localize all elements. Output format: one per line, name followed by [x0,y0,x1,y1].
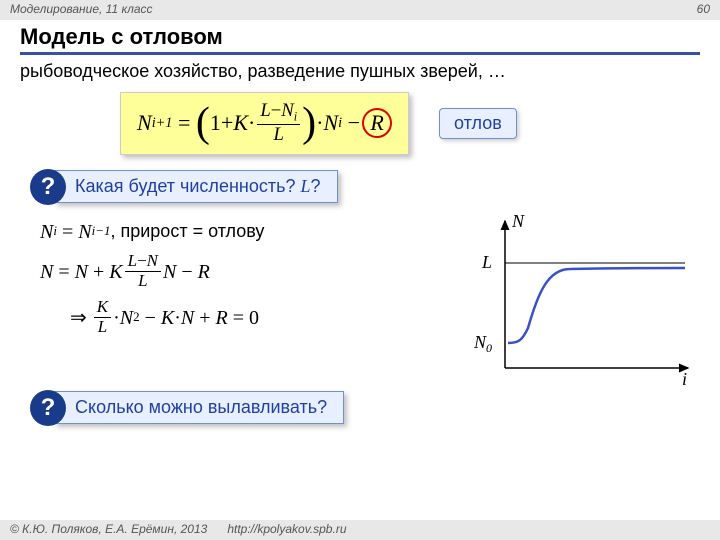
f-lhs-sub: i+1 [152,115,173,132]
eq3-pl: + [199,302,210,334]
f-num-l: L [260,100,270,121]
f-lhs-n: N [137,110,152,136]
eq3-m1: − [145,302,156,334]
eq1-as: i [53,221,57,242]
question-icon: ? [30,169,66,205]
f-den: L [271,125,287,146]
q1-var: L [300,176,310,196]
mid-section: Ni = Ni−1 , прирост = отлову N = N + K L… [0,213,720,388]
page-title: Модель с отловом [20,24,700,50]
f-k: K [233,110,248,136]
f-dot: · [248,110,255,136]
f-eq: = [178,110,190,136]
eq2-d: L [135,272,150,291]
f-num-n: N [281,100,293,121]
eq3-dt2: · [174,302,181,334]
question-1: ? Какая будет численность? L? [30,169,720,205]
eq2-n1: N [40,256,53,288]
n0-label: N0 [473,332,492,355]
r-circle: R [362,108,392,138]
l-label: L [481,252,492,272]
eq2-frac: L−N L [125,252,161,290]
eq3-z: 0 [249,302,259,334]
q1-tail: ? [311,176,321,196]
y-axis-label: N [511,213,525,231]
f-rparen: ) [302,107,316,141]
eq2-na: L [128,251,137,270]
x-axis-label: i [682,369,687,388]
eq3-N2: N [181,302,194,334]
eq1-eq: = [62,216,73,248]
f-r: R [370,110,383,136]
eq1-b: N [78,216,91,248]
footer: © К.Ю. Поляков, Е.А. Ерёмин, 2013 http:/… [0,520,720,540]
f-frac: L−Ni L [257,101,300,146]
eq2-r: R [198,256,210,288]
main-formula: Ni+1 = ( 1 + K · L−Ni L ) · Ni − R [120,92,409,155]
question-icon: ? [30,390,66,426]
top-bar: Моделирование, 11 класс 60 [0,0,720,20]
eq3-eq: = [233,302,244,334]
formula-row: Ni+1 = ( 1 + K · L−Ni L ) · Ni − R отлов [0,88,720,159]
eq2-p: + [93,256,104,288]
eq2-nb: N [147,251,158,270]
f-lparen: ( [196,107,210,141]
eq2-eq: = [58,256,69,288]
title-bar: Модель с отловом [0,20,720,55]
eq1-bs: i−1 [92,221,111,242]
equations: Ni = Ni−1 , прирост = отлову N = N + K L… [40,213,440,388]
course-label: Моделирование, 11 класс [10,2,153,18]
eq3-n: K [94,298,111,318]
f-rhs-sub: i [338,115,342,132]
eq2: N = N + K L−N L N − R [40,251,440,293]
eq3-d: L [95,318,110,337]
eq2-k: K [109,256,122,288]
eq3-k2: K [161,302,174,334]
f-num-sub: i [294,110,297,124]
eq2-m: − [181,256,192,288]
eq1: Ni = Ni−1 , прирост = отлову [40,217,440,247]
eq3-dt: · [113,302,120,334]
eq1-a: N [40,216,53,248]
eq3: ⇒ K L · N2 − K·N + R = 0 [40,297,440,339]
copyright: © К.Ю. Поляков, Е.А. Ерёмин, 2013 [10,522,207,538]
eq2-nm: − [137,251,147,270]
f-one: 1 [210,110,221,136]
slide-number: 60 [697,2,710,18]
question-2-box: Сколько можно вылавливать? [54,391,344,424]
eq3-ar: ⇒ [70,302,87,334]
eq3-N: N [120,302,133,334]
eq2-n3: N [163,256,176,288]
subtitle: рыбоводческое хозяйство, разведение пушн… [0,55,720,88]
question-2: ? Сколько можно вылавливать? [30,390,720,426]
f-plus: + [221,110,233,136]
chart-svg: N i L N0 [460,213,700,388]
eq3-R: R [216,302,228,334]
footer-url: http://kpolyakov.spb.ru [227,522,346,538]
catch-tag: отлов [439,108,517,139]
f-rhs-n: N [323,110,338,136]
eq3-sq: 2 [133,307,140,328]
q1-text: Какая будет численность? [75,176,300,196]
question-1-box: Какая будет численность? L? [54,170,338,203]
growth-chart: N i L N0 [460,213,700,388]
eq2-n2: N [75,256,88,288]
f-num-m: − [271,100,282,121]
f-minus: − [348,110,360,136]
eq1-tail: , прирост = отлову [110,217,264,246]
eq3-frac: K L [94,298,111,336]
